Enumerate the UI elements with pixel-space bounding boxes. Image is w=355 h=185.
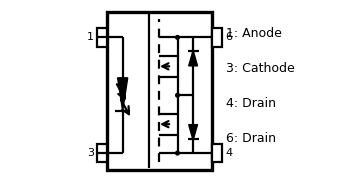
Text: 1: 1 — [87, 32, 94, 42]
Circle shape — [176, 36, 179, 39]
Text: 1: Anode: 1: Anode — [226, 27, 282, 40]
Circle shape — [176, 151, 179, 155]
Text: 6: Drain: 6: Drain — [226, 132, 276, 145]
Polygon shape — [189, 50, 197, 66]
Polygon shape — [189, 125, 197, 140]
Text: 4: Drain: 4: Drain — [226, 97, 276, 110]
Bar — [97, 28, 107, 47]
Text: 3: Cathode: 3: Cathode — [226, 62, 295, 75]
Circle shape — [176, 93, 179, 97]
Text: 6: 6 — [225, 32, 232, 42]
Bar — [107, 12, 212, 170]
Bar — [212, 144, 223, 162]
Text: 3: 3 — [87, 148, 94, 158]
Bar — [212, 28, 223, 47]
Polygon shape — [118, 78, 128, 111]
Bar — [97, 144, 107, 162]
Text: 4: 4 — [225, 148, 233, 158]
